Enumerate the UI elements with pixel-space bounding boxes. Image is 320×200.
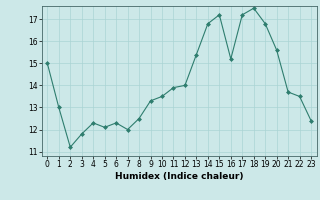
X-axis label: Humidex (Indice chaleur): Humidex (Indice chaleur) — [115, 172, 244, 181]
